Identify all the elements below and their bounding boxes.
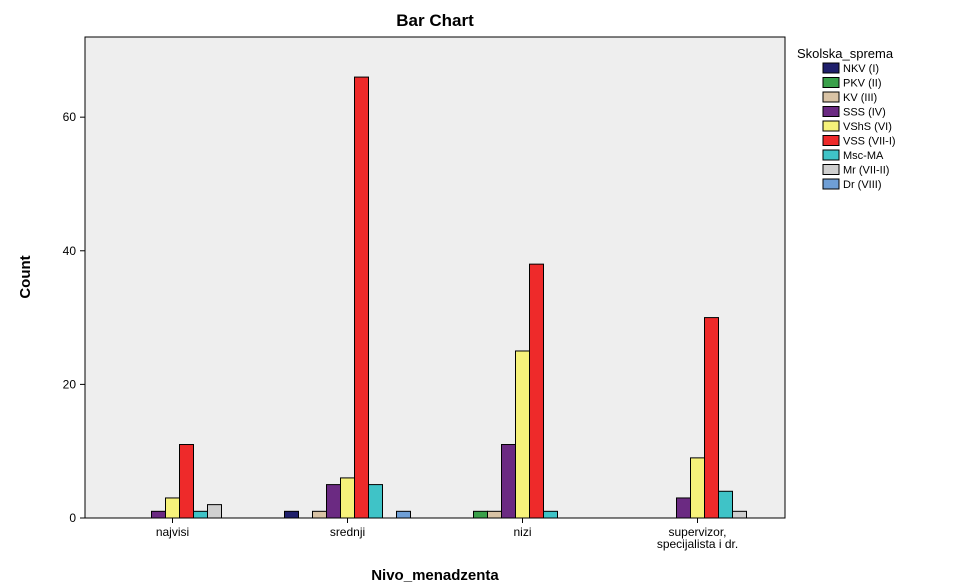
legend-item-label: PKV (II) [843,78,882,90]
legend-swatch [822,62,840,74]
legend-swatch [822,178,840,190]
bars-group [151,76,747,519]
legend-swatch [822,135,840,146]
legend-swatch [822,149,840,161]
bar-sss-iv-2 [501,444,516,519]
x-tick-label: srednji [330,525,365,539]
x-tick-label: specijalista i dr. [657,537,738,551]
legend-swatch [822,120,840,132]
bar-sss-iv-1 [326,484,341,519]
y-axis-label: Count [17,255,34,298]
x-tick-label: supervizor, [668,525,726,539]
bar-vshs-vi-1 [340,477,355,519]
x-axis-label: Nivo_menadzenta [371,567,499,584]
legend-item-label: VSS (VII-I) [843,136,896,148]
bar-msc-ma-2 [543,510,558,519]
y-tick-label: 40 [63,244,77,258]
legend-item-label: Mr (VII-II) [843,165,889,177]
legend-swatch [822,164,840,175]
legend-item-label: VShS (VI) [843,121,892,133]
bar-nkv-i-1 [284,510,299,519]
legend-item-label: KV (III) [843,92,877,104]
bar-vss-vii-i-1 [354,76,369,519]
y-tick-label: 60 [63,110,77,124]
legend-swatch [822,91,840,103]
bar-vss-vii-i-3 [704,317,719,519]
bar-msc-ma-3 [718,490,733,519]
bar-sss-iv-0 [151,510,166,519]
bar-vshs-vi-2 [515,350,530,519]
y-tick-label: 0 [69,511,76,525]
bar-vshs-vi-3 [690,457,705,519]
bar-msc-ma-0 [193,510,208,519]
x-tick-label: nizi [513,525,531,539]
y-tick-label: 20 [63,377,77,391]
bar-dr-viii-1 [396,510,411,519]
chart-title: Bar Chart [396,11,474,30]
bar-mr-vii-ii-3 [732,510,747,519]
bar-vshs-vi-0 [165,497,180,519]
bar-msc-ma-1 [368,484,383,519]
legend-item-label: NKV (I) [843,63,879,75]
x-tick-label: najvisi [156,525,189,539]
bar-kv-iii-1 [312,510,327,519]
plot-area [84,36,786,519]
bar-pkv-ii-2 [473,510,488,519]
legend-item-label: Msc-MA [843,150,884,162]
legend-item-label: SSS (IV) [843,107,886,119]
bar-kv-iii-2 [487,510,502,519]
x-axis-ticks: najvisi srednji nizi supervizor,specijalist… [156,518,738,551]
legend-item-label: Dr (VIII) [843,179,882,191]
legend-swatch [822,77,840,88]
bar-mr-vii-ii-0 [207,504,222,519]
y-axis-ticks: 0 20 40 60 [63,110,85,525]
legend: NKV (I) PKV (II) KV (III) SSS (IV) VShS (VI)… [822,62,896,191]
bar-vss-vii-i-0 [179,444,194,519]
bar-vss-vii-i-2 [529,263,544,519]
bar-sss-iv-3 [676,497,691,519]
legend-title: Skolska_sprema [797,46,894,61]
legend-swatch [822,106,840,117]
